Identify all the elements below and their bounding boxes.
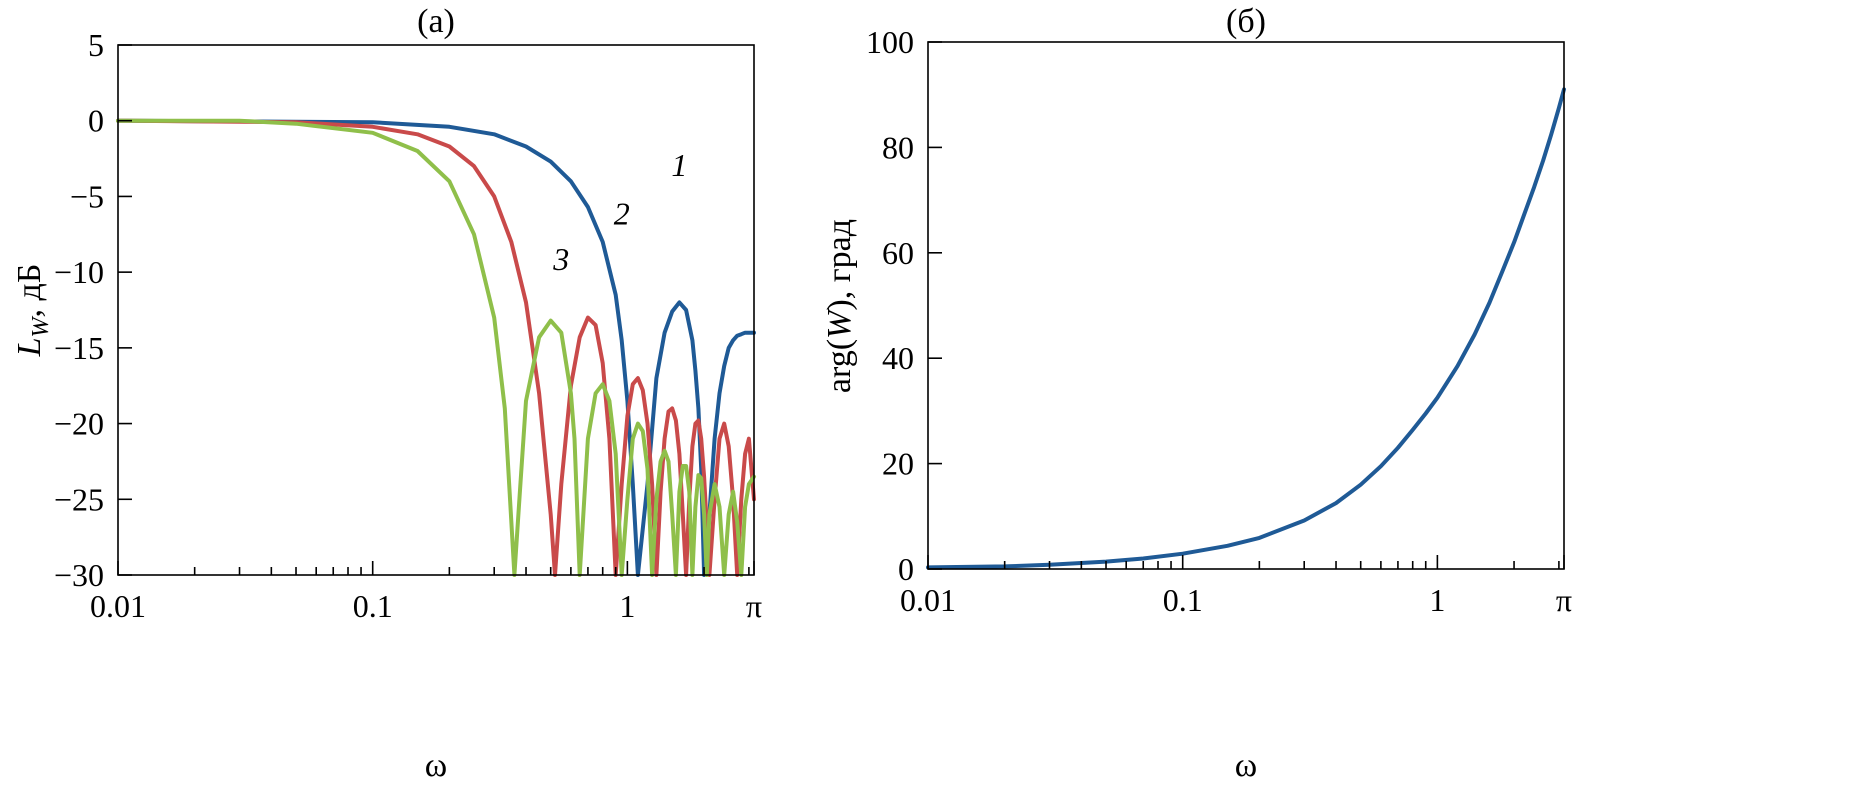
panel-a-y-axis-title: LW, дБ	[11, 264, 54, 358]
panel-b-y-title-rest: ), град	[821, 219, 858, 311]
y-tick-label: −10	[54, 254, 104, 290]
panel-a-x-axis-title: ω	[425, 747, 447, 784]
panel-b-frame	[927, 41, 1565, 570]
y-tick-label: −30	[54, 557, 104, 593]
panel-b-x-axis-title: ω	[1235, 747, 1257, 784]
series-line-1	[926, 87, 1566, 570]
panel-b-title: (б)	[1226, 3, 1266, 40]
panel-b: (б) 0 20 40 60 80 100 0.01 0.1 1 π ω arg(W), град	[821, 3, 1572, 784]
panel-a-title: (а)	[417, 3, 455, 40]
y-tick-label: 20	[882, 446, 914, 482]
panel-b-axes: 0 20 40 60 80 100 0.01 0.1 1 π	[866, 24, 1572, 618]
panel-a-plot-area: 1 2 3	[116, 118, 756, 577]
panel-a-frame	[117, 44, 755, 576]
curve-label-2: 2	[614, 196, 630, 232]
y-tick-label: 5	[88, 27, 104, 63]
x-tick-label: 1	[1429, 582, 1445, 618]
panel-a-axes: 5 0 −5 −10 −15 −20 −25 −300.01 0.1 1 π	[54, 27, 762, 624]
y-tick-label: −20	[54, 406, 104, 442]
panel-a: (а) 1 2 3 5 0 −5 −10 −15 −20 −25 −300.01 0.1 1 π ω L…	[11, 3, 762, 784]
y-tick-label: 100	[866, 24, 914, 60]
y-tick-label: 60	[882, 235, 914, 271]
x-tick-label: 0.1	[1163, 582, 1203, 618]
x-tick-label: π	[1556, 582, 1572, 618]
curve-label-3: 3	[552, 241, 569, 277]
x-tick-label: π	[746, 588, 762, 624]
x-tick-label: 0.01	[900, 582, 956, 618]
panel-a-y-title-sub: W	[28, 315, 54, 337]
x-tick-label: 0.1	[353, 588, 393, 624]
y-tick-label: −15	[54, 330, 104, 366]
panel-b-y-title-main: arg(	[821, 339, 858, 393]
panel-b-y-axis-title: arg(W), град	[821, 219, 858, 393]
panel-b-y-title-italic: W	[821, 308, 858, 339]
series-line-2	[116, 118, 756, 577]
y-tick-label: −5	[70, 178, 104, 214]
panel-b-plot-area	[926, 87, 1566, 570]
x-tick-label: 0.01	[90, 588, 146, 624]
panel-a-y-title-main: L	[11, 337, 48, 357]
y-tick-label: 40	[882, 340, 914, 376]
panel-a-y-title-rest: , дБ	[11, 264, 48, 318]
series-line-1	[116, 118, 756, 577]
curve-label-1: 1	[671, 147, 687, 183]
y-tick-label: −25	[54, 481, 104, 517]
y-tick-label: 0	[898, 551, 914, 587]
series-line-3	[116, 118, 756, 577]
y-tick-label: 0	[88, 103, 104, 139]
y-tick-label: 80	[882, 129, 914, 165]
x-tick-label: 1	[619, 588, 635, 624]
